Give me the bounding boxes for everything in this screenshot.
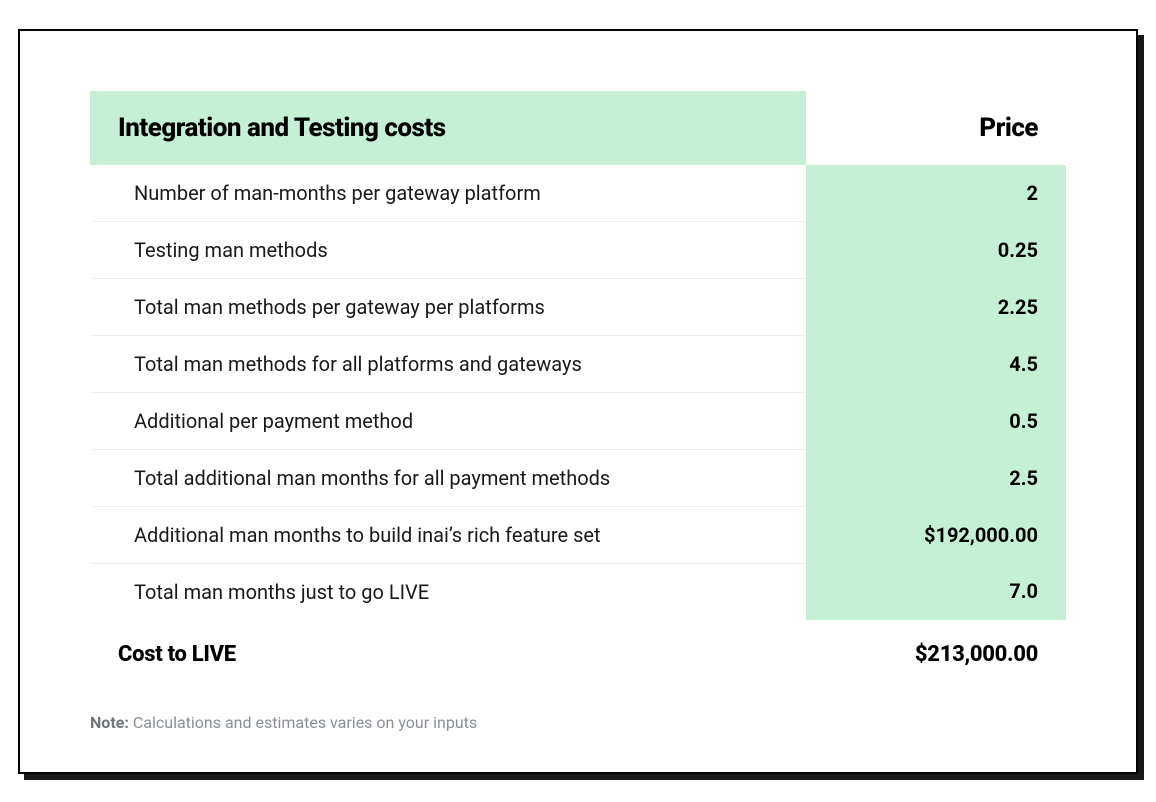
row-label: Total man months just to go LIVE: [90, 563, 806, 620]
row-value: 0.5: [806, 392, 1066, 449]
row-value: 2.5: [806, 449, 1066, 506]
row-label: Total man methods for all platforms and …: [90, 335, 806, 392]
table-body: Number of man-months per gateway platfor…: [90, 165, 1066, 620]
table-row: Number of man-months per gateway platfor…: [90, 165, 1066, 222]
row-label: Total additional man months for all paym…: [90, 449, 806, 506]
table-row: Additional man months to build inai’s ri…: [90, 506, 1066, 563]
row-value: $192,000.00: [806, 506, 1066, 563]
table-row: Total man methods per gateway per platfo…: [90, 278, 1066, 335]
table-row: Total additional man months for all paym…: [90, 449, 1066, 506]
row-value: 2: [806, 165, 1066, 222]
row-value: 0.25: [806, 221, 1066, 278]
row-value: 7.0: [806, 563, 1066, 620]
footer-value: $213,000.00: [806, 620, 1066, 689]
row-value: 4.5: [806, 335, 1066, 392]
row-label: Additional man months to build inai’s ri…: [90, 506, 806, 563]
table-row: Total man months just to go LIVE 7.0: [90, 563, 1066, 620]
row-label: Testing man methods: [90, 221, 806, 278]
table-row: Testing man methods 0.25: [90, 221, 1066, 278]
header-price: Price: [806, 91, 1066, 165]
note: Note: Calculations and estimates varies …: [90, 713, 1066, 732]
table-row: Total man methods for all platforms and …: [90, 335, 1066, 392]
cost-card: Integration and Testing costs Price Numb…: [18, 29, 1138, 774]
footer-label: Cost to LIVE: [90, 620, 806, 689]
table-footer-row: Cost to LIVE $213,000.00: [90, 620, 1066, 689]
row-label: Additional per payment method: [90, 392, 806, 449]
cost-table: Integration and Testing costs Price Numb…: [90, 91, 1066, 689]
header-title: Integration and Testing costs: [90, 91, 806, 165]
row-value: 2.25: [806, 278, 1066, 335]
note-label: Note:: [90, 713, 129, 732]
row-label: Total man methods per gateway per platfo…: [90, 278, 806, 335]
table-header-row: Integration and Testing costs Price: [90, 91, 1066, 165]
table-row: Additional per payment method 0.5: [90, 392, 1066, 449]
row-label: Number of man-months per gateway platfor…: [90, 165, 806, 222]
note-text: Calculations and estimates varies on you…: [129, 713, 477, 732]
